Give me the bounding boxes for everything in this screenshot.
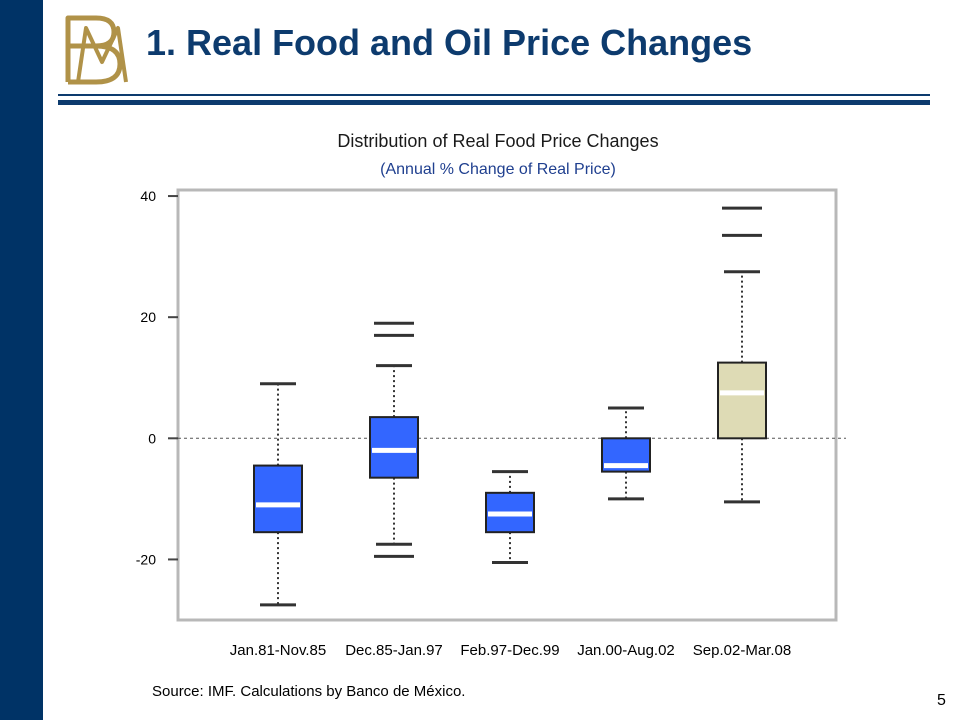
title-rule-thin: [58, 94, 930, 96]
logo-emblem: [65, 15, 128, 85]
chart-title: Distribution of Real Food Price Changes: [337, 131, 659, 151]
y-tick-label-1: 0: [148, 430, 156, 446]
logo: [65, 15, 128, 85]
box-body-1: [369, 416, 419, 479]
y-tick-label-3: 40: [140, 188, 156, 204]
box-4: [717, 206, 767, 504]
x-category-label-2: Feb.97-Dec.99: [460, 642, 559, 659]
y-tick-label-0: -20: [136, 551, 156, 567]
slide-title: 1. Real Food and Oil Price Changes: [146, 22, 753, 63]
x-category-label-0: Jan.81-Nov.85: [230, 642, 326, 659]
box-body-0: [253, 464, 303, 534]
box-series: [253, 206, 767, 607]
x-category-label-3: Jan.00-Aug.02: [577, 642, 675, 659]
title-rule-thick: [58, 100, 930, 105]
box-1: [369, 321, 419, 558]
box-3: [601, 406, 651, 501]
x-axis: Jan.81-Nov.85 Dec.85-Jan.97 Feb.97-Dec.99 J…: [230, 642, 791, 659]
plot-border: [176, 188, 838, 622]
page-number: 5: [937, 692, 946, 709]
plot-frame: [176, 188, 838, 622]
y-tick-label-2: 20: [140, 309, 156, 325]
x-category-label-1: Dec.85-Jan.97: [345, 642, 443, 659]
source-note: Source: IMF. Calculations by Banco de Mé…: [152, 683, 466, 700]
box-2: [485, 470, 535, 564]
box-body-4: [717, 361, 767, 440]
box-0: [253, 382, 303, 607]
chart-subtitle: (Annual % Change of Real Price): [380, 161, 616, 178]
side-bar: [0, 0, 43, 720]
x-category-label-4: Sep.02-Mar.08: [693, 642, 791, 659]
y-axis: -20 0 20 40: [136, 188, 178, 567]
